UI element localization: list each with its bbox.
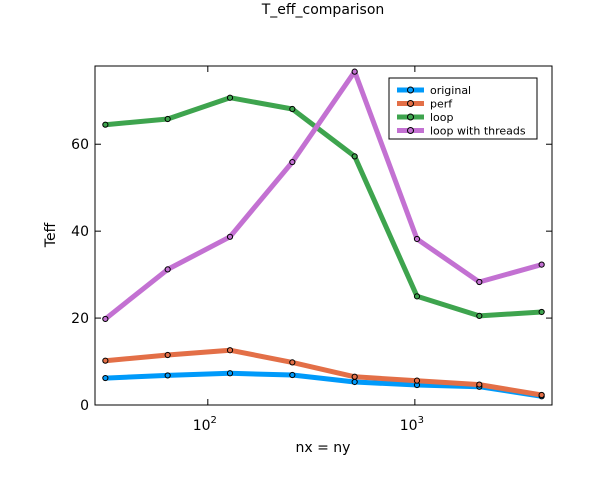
data-point-3 [164, 266, 171, 273]
y-tick-label: 60 [71, 137, 89, 153]
series-line-3 [102, 69, 545, 322]
data-point-1 [289, 359, 296, 366]
y-axis-ticks: 0 20 40 60 [71, 137, 552, 414]
y-tick-label: 20 [71, 311, 89, 327]
data-point-1 [164, 351, 171, 359]
legend-label: perf [430, 98, 453, 111]
data-point-3 [413, 235, 421, 243]
data-point-2 [226, 94, 234, 101]
y-tick-label: 40 [71, 224, 89, 240]
legend-swatch-marker [407, 113, 414, 121]
data-point-3 [226, 233, 234, 240]
data-point-2 [538, 308, 545, 316]
data-point-0 [164, 372, 171, 379]
legend-label: loop [430, 111, 454, 124]
data-point-1 [413, 377, 421, 384]
data-point-2 [413, 293, 421, 300]
data-point-3 [538, 261, 545, 268]
legend-swatch-marker [407, 86, 414, 94]
data-point-3 [289, 158, 296, 166]
data-point-3 [102, 315, 109, 323]
x-tick-label: 102 [193, 415, 217, 434]
data-point-2 [164, 115, 171, 123]
x-axis-ticks: 102 103 [193, 66, 424, 434]
data-point-1 [226, 347, 234, 354]
data-point-2 [289, 105, 296, 113]
data-point-2 [102, 121, 109, 128]
chart-title: T_eff_comparison [261, 2, 385, 18]
legend-label: loop with threads [430, 125, 526, 138]
data-point-0 [289, 371, 296, 379]
data-point-1 [476, 381, 483, 388]
y-tick-label: 0 [80, 398, 89, 414]
data-point-0 [351, 378, 358, 386]
data-point-1 [538, 391, 545, 399]
y-axis-title: Teff [43, 222, 59, 248]
data-point-3 [476, 278, 483, 286]
data-point-0 [226, 370, 234, 377]
data-point-3 [351, 68, 358, 75]
data-point-0 [102, 374, 109, 382]
x-axis-title: nx = ny [296, 440, 351, 456]
data-point-2 [351, 153, 358, 160]
legend-swatch-marker [407, 100, 414, 107]
data-point-2 [476, 312, 483, 320]
series-line-1 [102, 347, 545, 398]
data-point-1 [351, 373, 358, 380]
series-layer [102, 68, 545, 400]
series-line-2 [102, 95, 545, 319]
legend-label: original [430, 84, 471, 97]
data-point-1 [102, 357, 109, 364]
legend-swatch-marker [407, 127, 414, 134]
x-tick-label: 103 [400, 415, 424, 434]
